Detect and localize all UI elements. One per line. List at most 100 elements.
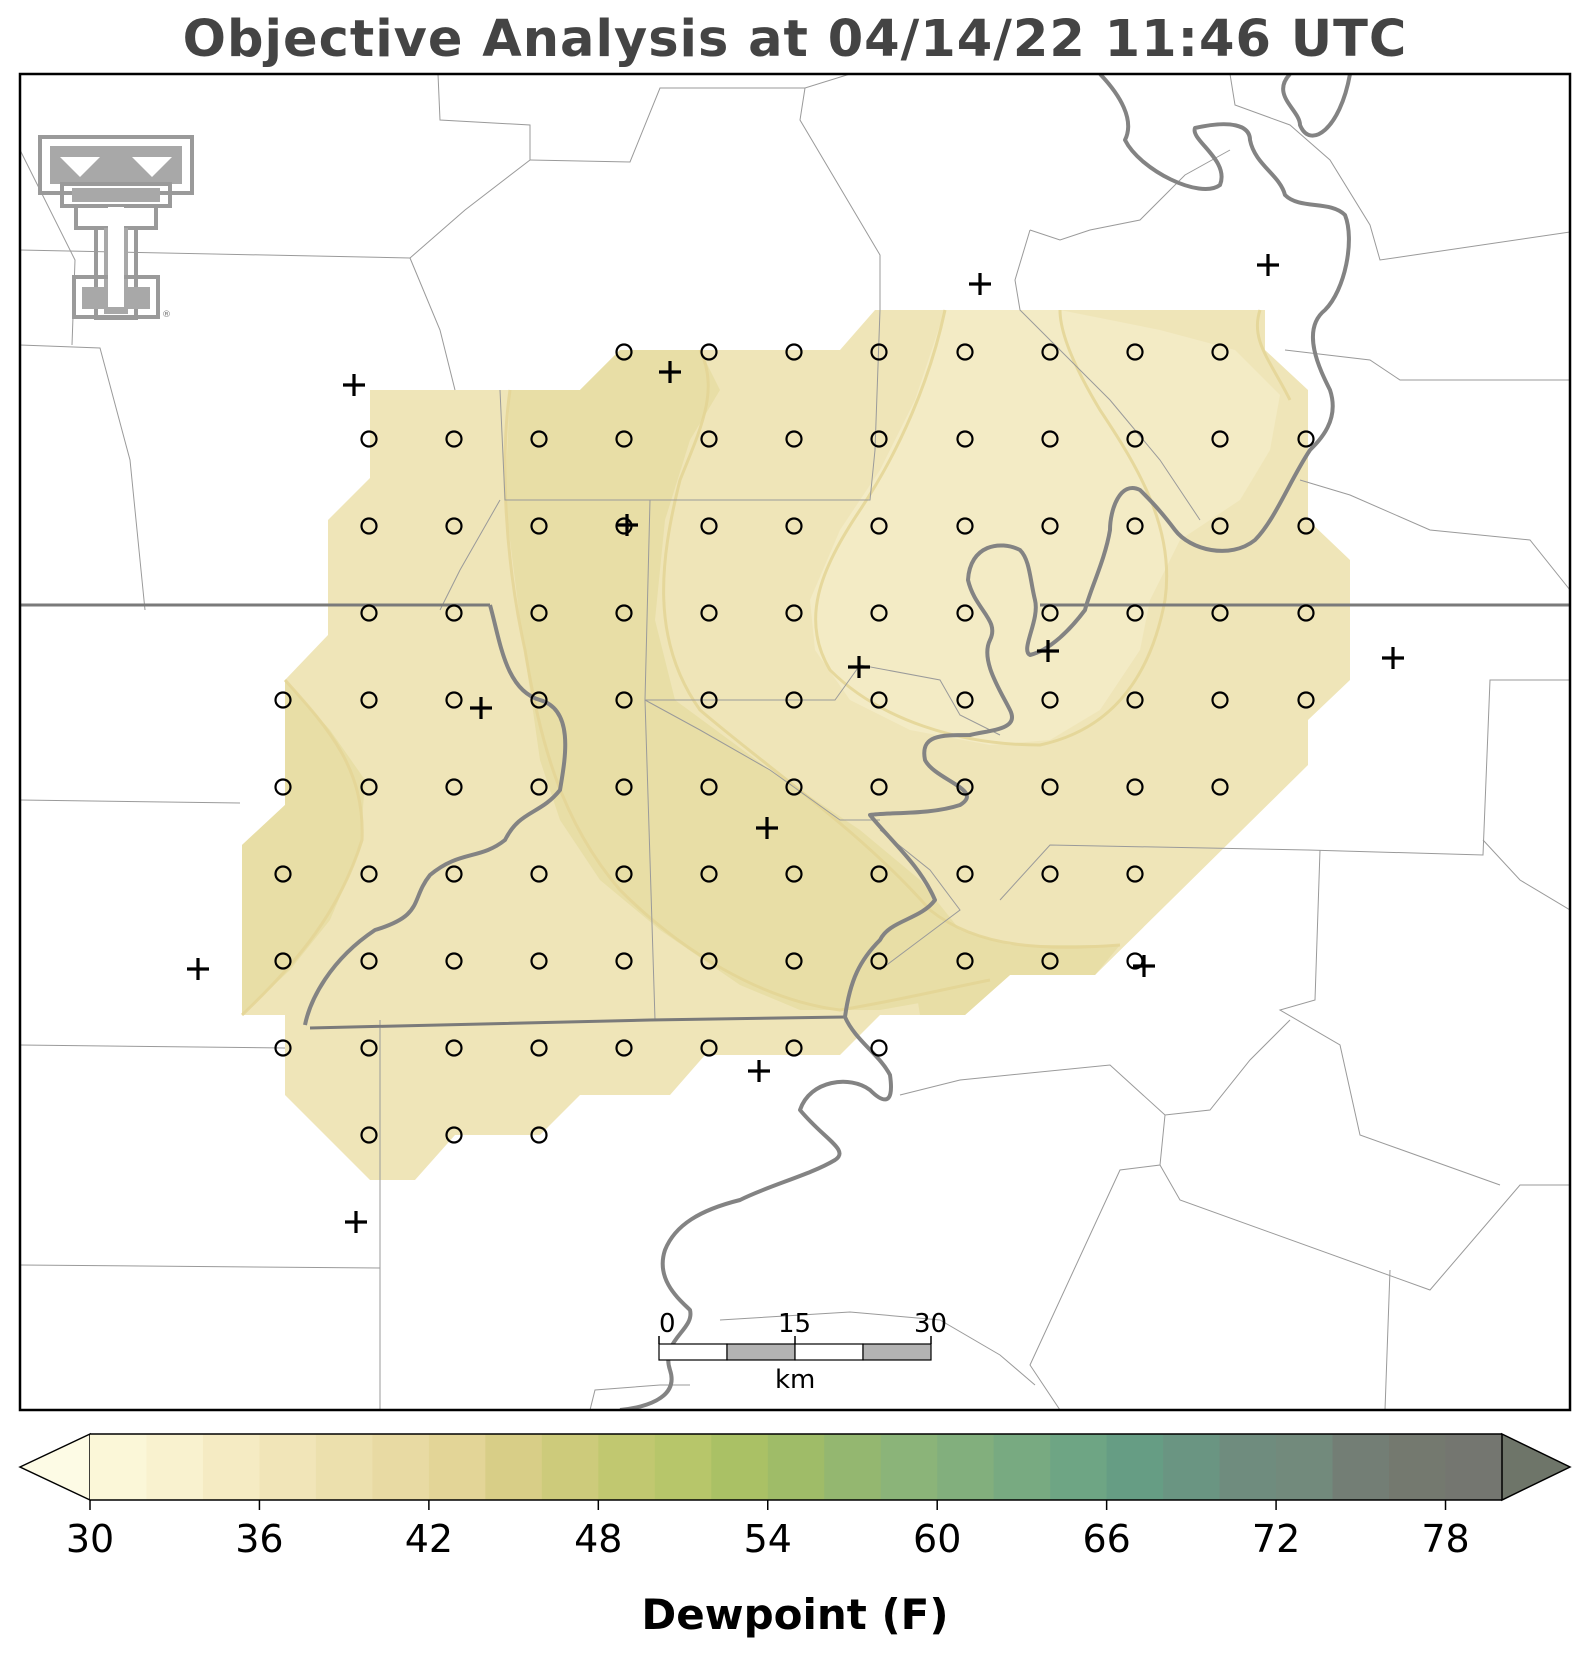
grid-point-marker xyxy=(1297,430,1315,448)
station-marker xyxy=(969,273,991,295)
grid-point-marker xyxy=(870,865,888,883)
grid-point-marker xyxy=(1297,604,1315,622)
map-title: Objective Analysis at 04/14/22 11:46 UTC xyxy=(182,10,1408,69)
station-marker xyxy=(1382,647,1404,669)
colorbar-segment xyxy=(824,1434,882,1500)
grid-point-marker xyxy=(1211,604,1229,622)
grid-point-marker xyxy=(1126,865,1144,883)
scale-bar-tick-15: 15 xyxy=(778,1309,811,1339)
grid-point-marker xyxy=(870,343,888,361)
grid-point-marker xyxy=(956,430,974,448)
grid-point-marker xyxy=(700,604,718,622)
grid-point-marker xyxy=(445,778,463,796)
grid-point-marker xyxy=(360,1126,378,1144)
station-markers xyxy=(187,254,1404,1233)
scale-bar-tick-0: 0 xyxy=(659,1309,676,1339)
grid-point-marker xyxy=(956,778,974,796)
colorbar-segment xyxy=(1332,1434,1390,1500)
colorbar-tick-label: 72 xyxy=(1252,1517,1300,1561)
colorbar-segment xyxy=(993,1434,1051,1500)
grid-point-marker xyxy=(700,778,718,796)
station-marker xyxy=(343,374,365,396)
grid-point-marker xyxy=(445,517,463,535)
grid-point-marker xyxy=(1126,517,1144,535)
colorbar-segment xyxy=(1389,1434,1447,1500)
grid-point-marker xyxy=(1126,343,1144,361)
grid-point-marker xyxy=(445,691,463,709)
grid-point-marker xyxy=(1041,517,1059,535)
rivers xyxy=(303,74,1352,1410)
colorbar-segment xyxy=(598,1434,656,1500)
colorbar-tick-label: 48 xyxy=(574,1517,622,1561)
grid-point-marker xyxy=(274,778,292,796)
colorbar-segment xyxy=(202,1434,261,1500)
grid-point-marker xyxy=(700,952,718,970)
grid-point-marker xyxy=(274,865,292,883)
colorbar-segment xyxy=(315,1434,373,1500)
colorbar-segment xyxy=(90,1434,148,1500)
grid-point-marker xyxy=(445,604,463,622)
grid-point-marker xyxy=(1041,952,1059,970)
station-marker xyxy=(1133,955,1155,977)
grid-point-marker xyxy=(785,604,803,622)
colorbar-segment xyxy=(1050,1434,1108,1500)
colorbar-tick-label: 30 xyxy=(66,1517,114,1561)
colorbar-border xyxy=(90,1433,1502,1501)
grid-point-marker xyxy=(360,691,378,709)
grid-point-marker xyxy=(530,778,548,796)
colorbar-segment xyxy=(767,1434,825,1500)
grid-point-marker xyxy=(785,952,803,970)
colorbar-tick-label: 54 xyxy=(744,1517,792,1561)
colorbar-tick-label: 36 xyxy=(235,1517,283,1561)
grid-point-marker xyxy=(1211,778,1229,796)
grid-point-marker xyxy=(956,865,974,883)
grid-point-marker xyxy=(615,778,633,796)
grid-point-marker xyxy=(700,865,718,883)
grid-point-marker xyxy=(870,604,888,622)
texas-tech-double-t-logo: ® xyxy=(38,135,194,320)
grid-point-marker xyxy=(530,517,548,535)
grid-point-marker xyxy=(530,604,548,622)
grid-point-marker xyxy=(360,517,378,535)
grid-point-marker xyxy=(530,1039,548,1057)
grid-point-marker xyxy=(956,517,974,535)
grid-point-marker xyxy=(360,778,378,796)
colorbar-label: Dewpoint (F) xyxy=(641,1590,949,1639)
grid-point-marker xyxy=(530,1126,548,1144)
grid-point-marker xyxy=(445,1126,463,1144)
colorbar-segment xyxy=(372,1434,430,1500)
station-marker xyxy=(748,1060,770,1082)
station-marker xyxy=(1037,640,1059,662)
grid-point-marker xyxy=(785,691,803,709)
grid-point-marker xyxy=(700,430,718,448)
station-marker xyxy=(187,958,209,980)
grid-point-marker xyxy=(700,517,718,535)
colorbar-segment xyxy=(485,1434,543,1500)
svg-text:®: ® xyxy=(162,310,171,320)
grid-point-marker xyxy=(615,1039,633,1057)
grid-point-marker xyxy=(530,430,548,448)
dewpoint-fill-dark-sw xyxy=(242,680,365,1015)
colorbar-tick-label: 60 xyxy=(913,1517,961,1561)
grid-point-marker xyxy=(360,604,378,622)
grid-point-marker xyxy=(615,691,633,709)
grid-point-marker xyxy=(360,430,378,448)
colorbar-segment xyxy=(880,1434,938,1500)
scale-bar-tick-30: 30 xyxy=(914,1309,947,1339)
grid-point-marker xyxy=(360,865,378,883)
grid-point-marker xyxy=(530,865,548,883)
grid-point-marker xyxy=(445,865,463,883)
station-marker xyxy=(659,361,681,383)
grid-point-marker xyxy=(1041,430,1059,448)
grid-point-marker xyxy=(870,778,888,796)
grid-point-marker xyxy=(530,691,548,709)
grid-point-marker xyxy=(615,952,633,970)
grid-point-marker xyxy=(785,343,803,361)
station-marker xyxy=(1257,254,1279,276)
grid-point-marker xyxy=(1211,691,1229,709)
grid-point-marker xyxy=(700,691,718,709)
grid-point-marker xyxy=(1041,778,1059,796)
colorbar-segment xyxy=(146,1434,204,1500)
grid-point-marker xyxy=(1126,691,1144,709)
grid-point-marker xyxy=(870,517,888,535)
